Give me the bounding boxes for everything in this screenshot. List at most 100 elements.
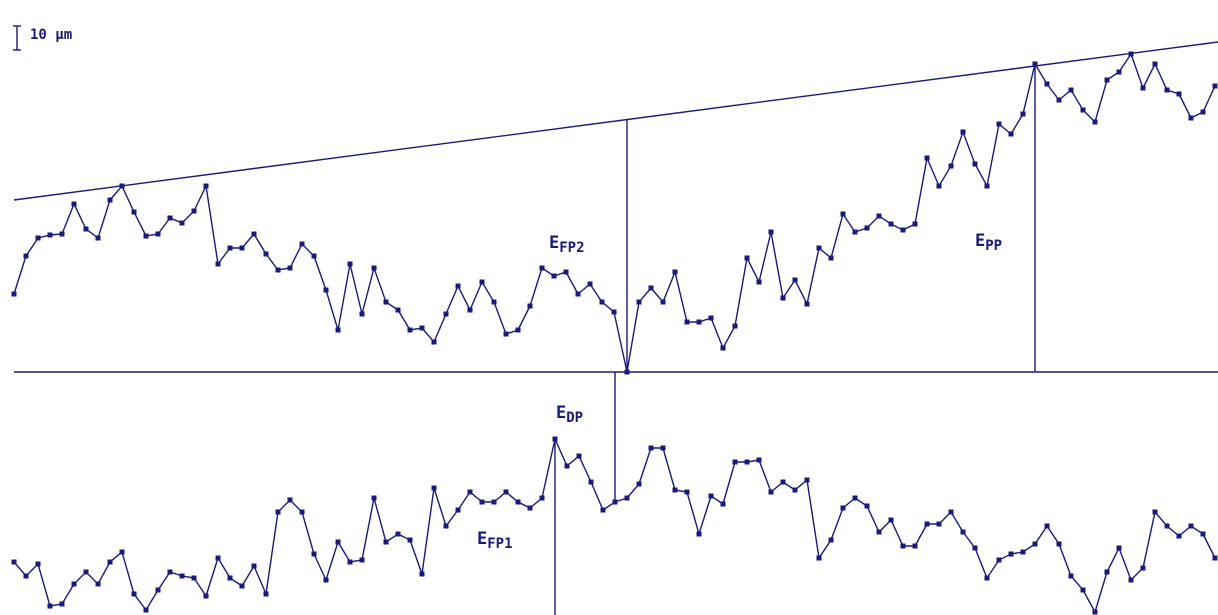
upper-profile-point [95, 235, 101, 241]
lower-profile-point [203, 593, 209, 599]
lower-profile-point [431, 485, 437, 491]
upper-profile-point [347, 261, 353, 267]
upper-profile-point [1212, 83, 1218, 89]
upper-profile-point [23, 253, 29, 259]
lower-profile-point [1044, 523, 1050, 529]
upper-profile-point [551, 273, 557, 279]
upper-profile-point [780, 295, 786, 301]
upper-profile-point [1056, 97, 1062, 103]
upper-profile-point [1176, 91, 1182, 97]
upper-profile-point [660, 299, 666, 305]
upper-profile-point [888, 221, 894, 227]
lower-profile-point [780, 479, 786, 485]
lower-profile-point [359, 557, 365, 563]
lower-profile-points [11, 436, 1218, 615]
upper-profile-point [215, 261, 221, 267]
upper-profile-point [984, 183, 990, 189]
upper-profile-point [251, 231, 257, 237]
lower-profile-point [419, 571, 425, 577]
upper-profile-point [323, 287, 329, 293]
upper-profile-point [371, 265, 377, 271]
upper-profile-point [563, 269, 569, 275]
lower-profile-point [684, 489, 690, 495]
lower-profile-point [564, 463, 570, 469]
lower-profile-point [696, 531, 702, 537]
upper-profile-point [1044, 81, 1050, 87]
lower-profile-point [1188, 523, 1194, 529]
lower-profile-point [1152, 509, 1158, 515]
upper-profile-point [575, 291, 581, 297]
lower-profile-point [227, 575, 233, 581]
lower-profile-point [984, 575, 990, 581]
lower-profile-point [744, 459, 750, 465]
upper-profile-point [1020, 111, 1026, 117]
upper-profile-point [900, 227, 906, 233]
upper-profile-point [467, 307, 473, 313]
upper-profile-points [11, 51, 1218, 375]
lower-profile-point [323, 577, 329, 583]
scale-bar: 10 µm [13, 25, 72, 51]
lower-profile-point [179, 573, 185, 579]
upper-profile-point [1068, 87, 1074, 93]
lower-profile-point [443, 523, 449, 529]
lower-profile-point [467, 489, 473, 495]
lower-profile-point [1104, 569, 1110, 575]
lower-profile-point [47, 603, 53, 609]
lower-profile-point [143, 607, 149, 613]
upper-profile-point [287, 265, 293, 271]
lower-profile-point [576, 453, 582, 459]
upper-profile-point [768, 229, 774, 235]
upper-profile-point [936, 183, 942, 189]
upper-profile-point [335, 327, 341, 333]
lower-profile-point [1020, 549, 1026, 555]
lower-profile-point [539, 495, 545, 501]
lower-profile-point [1092, 609, 1098, 615]
lower-profile-point [876, 529, 882, 535]
lower-profile-point [864, 503, 870, 509]
upper-profile-point [107, 197, 113, 203]
lower-profile-point [1116, 545, 1122, 551]
upper-profile-point [179, 220, 185, 226]
lower-profile-point [515, 499, 521, 505]
lower-profile-point [479, 499, 485, 505]
lower-profile-point [59, 601, 65, 607]
lower-profile-point [119, 549, 125, 555]
lower-profile-point [155, 587, 161, 593]
epp-label: EPP [975, 231, 1002, 254]
upper-profile-point [299, 241, 305, 247]
lower-profile-point [804, 477, 810, 483]
lower-profile-point [251, 563, 257, 569]
lower-profile-point [1140, 565, 1146, 571]
upper-profile-point [648, 285, 654, 291]
upper-profile-point [71, 201, 77, 207]
upper-profile-point [1128, 51, 1134, 57]
lower-profile-point [648, 445, 654, 451]
lower-profile-point [624, 495, 630, 501]
upper-profile-point [527, 303, 533, 309]
lower-profile-point [83, 569, 89, 575]
lower-profile-point [960, 529, 966, 535]
upper-profile-point [59, 231, 65, 237]
lower-profile-point [552, 436, 558, 442]
upper-profile-point [960, 129, 966, 135]
lower-profile-point [1056, 541, 1062, 547]
upper-profile-point [744, 255, 750, 261]
upper-profile-point [996, 121, 1002, 127]
lower-profile-point [491, 499, 497, 505]
upper-profile-point [455, 283, 461, 289]
upper-profile-point [732, 323, 738, 329]
lower-profile-point [1200, 531, 1206, 537]
upper-profile-point [419, 325, 425, 331]
lower-profile-point [299, 509, 305, 515]
lower-profile-point [732, 459, 738, 465]
lower-profile-point [215, 555, 221, 561]
scale-bar-label: 10 µm [30, 27, 72, 43]
lower-profile-point [503, 489, 509, 495]
lower-profile-point [612, 499, 618, 505]
lower-profile-point [1008, 551, 1014, 557]
upper-profile-point [852, 229, 858, 235]
lower-profile-point [131, 591, 137, 597]
lower-profile-point [1164, 523, 1170, 529]
upper-profile-point [263, 251, 269, 257]
